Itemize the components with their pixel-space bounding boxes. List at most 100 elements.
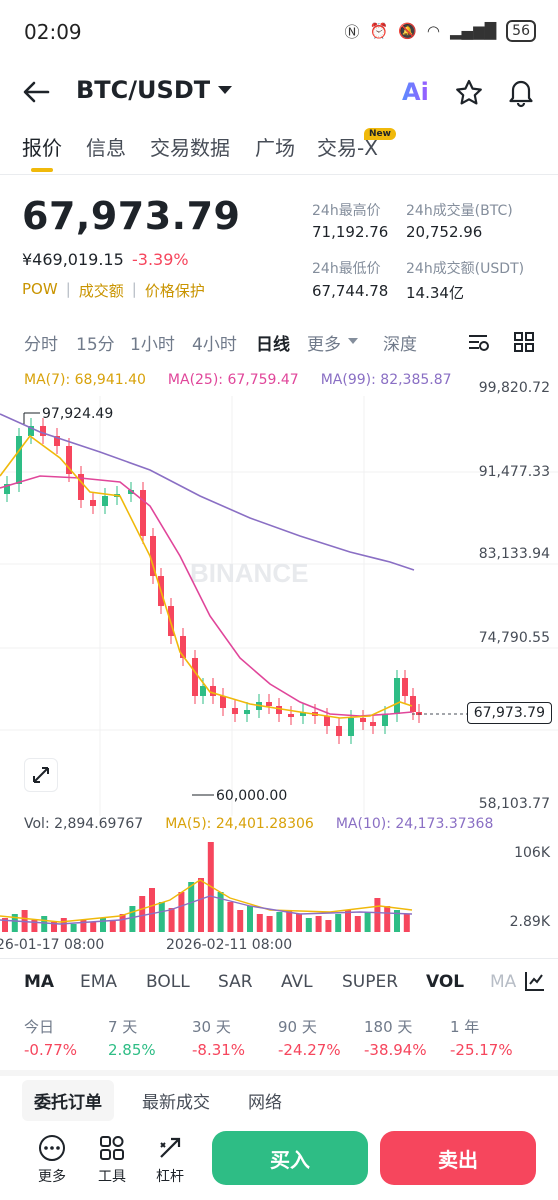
volume-bar xyxy=(403,914,410,932)
ma99-label: MA(99): 82,385.87 xyxy=(320,372,452,388)
perf-value: 2.85% xyxy=(108,1041,156,1059)
indicator-settings-icon[interactable] xyxy=(466,330,490,354)
volume-bar xyxy=(80,920,87,932)
candle xyxy=(232,708,238,714)
candle xyxy=(200,686,206,696)
indicator-ema[interactable]: EMA xyxy=(80,972,118,992)
tab-network[interactable]: 网络 xyxy=(248,1093,282,1113)
perf-label: 1 年 xyxy=(450,1018,480,1036)
vol-usdt-label: 24h成交额(USDT) xyxy=(406,261,525,277)
indicator-vol[interactable]: VOL xyxy=(426,972,465,992)
candlestick-chart[interactable]: BINANCE 97,924.49 60,000.00 xyxy=(0,396,558,816)
indicator-sar[interactable]: SAR xyxy=(218,972,253,992)
volume-bar xyxy=(276,912,283,932)
tab-quote[interactable]: 报价 xyxy=(22,136,62,160)
vol-btc-label: 24h成交量(BTC) xyxy=(406,203,513,219)
candle xyxy=(402,678,408,696)
indicator-ma-sub[interactable]: MA xyxy=(490,972,517,992)
candle xyxy=(348,718,354,736)
layout-grid-icon[interactable] xyxy=(512,330,536,354)
volume-bar xyxy=(11,914,18,932)
tf-4h[interactable]: 4小时 xyxy=(192,335,237,355)
volume-bar xyxy=(90,922,97,932)
volume-bar xyxy=(168,908,175,932)
tab-info[interactable]: 信息 xyxy=(86,136,126,160)
more-dots-icon xyxy=(39,1135,65,1161)
volume-bar xyxy=(364,912,371,932)
volume-bar xyxy=(335,914,342,932)
tf-more[interactable]: 更多 xyxy=(307,335,341,355)
fullscreen-button[interactable] xyxy=(24,758,58,792)
bell-icon[interactable] xyxy=(506,76,536,108)
perf-label: 7 天 xyxy=(108,1018,138,1036)
indicator-avl[interactable]: AVL xyxy=(281,972,313,992)
price-axis-label: 99,820.72 xyxy=(478,380,550,396)
tag-separator: | xyxy=(65,280,71,298)
candle xyxy=(66,446,72,474)
volume-bar xyxy=(31,920,38,932)
perf-7d: 7 天 2.85% xyxy=(108,1016,156,1059)
tf-depth[interactable]: 深度 xyxy=(383,335,417,355)
watermark: BINANCE xyxy=(190,558,308,588)
volume-bar xyxy=(286,910,293,932)
candle xyxy=(54,436,60,446)
volume-bar xyxy=(51,922,57,932)
tag-list: POW | 成交额 | 价格保护 xyxy=(22,280,205,301)
header: BTC/USDT Ai xyxy=(0,66,558,120)
last-price: 67,973.79 xyxy=(22,194,241,238)
volume-bar xyxy=(256,914,263,932)
indicator-ma[interactable]: MA xyxy=(24,972,55,992)
tf-1h[interactable]: 1小时 xyxy=(130,335,175,355)
tools-button[interactable]: 工具 xyxy=(92,1134,132,1186)
vol-btc-value: 20,752.96 xyxy=(406,223,483,241)
star-icon[interactable] xyxy=(454,78,484,108)
perf-1y: 1 年 -25.17% xyxy=(450,1016,513,1059)
price-axis-label: 58,103.77 xyxy=(478,796,550,812)
ai-icon[interactable]: Ai xyxy=(402,78,429,106)
perf-label: 今日 xyxy=(24,1018,55,1036)
pair-label: BTC/USDT xyxy=(76,76,211,104)
buy-button[interactable]: 买入 xyxy=(212,1131,368,1185)
candle xyxy=(192,658,198,696)
candle xyxy=(244,710,250,714)
more-button[interactable]: 更多 xyxy=(32,1134,72,1186)
leverage-button[interactable]: 杠杆 xyxy=(150,1134,190,1186)
price-change: -3.39% xyxy=(132,250,189,269)
mute-icon: 🔕 xyxy=(398,22,417,40)
volume-bar xyxy=(2,918,8,932)
volume-bar xyxy=(345,910,351,932)
tag-volume[interactable]: 成交额 xyxy=(78,282,124,300)
perf-label: 180 天 xyxy=(364,1018,413,1036)
tf-1d[interactable]: 日线 xyxy=(256,335,290,355)
chart-settings-icon[interactable] xyxy=(524,970,546,992)
tf-line[interactable]: 分时 xyxy=(24,335,58,355)
indicator-super[interactable]: SUPER xyxy=(342,972,399,992)
nfc-icon: Ⓝ xyxy=(344,22,360,41)
high-value: 71,192.76 xyxy=(312,223,389,241)
tag-pow[interactable]: POW xyxy=(22,280,58,298)
candle xyxy=(128,490,134,494)
candle xyxy=(4,484,10,494)
tab-square[interactable]: 广场 xyxy=(255,136,295,160)
tab-trade-x[interactable]: 交易-X xyxy=(317,136,378,160)
candle xyxy=(288,714,294,717)
perf-value: -8.31% xyxy=(192,1041,246,1059)
candle xyxy=(150,536,156,576)
candle xyxy=(140,490,146,536)
tf-15m[interactable]: 15分 xyxy=(76,335,115,355)
volume-bar xyxy=(325,920,332,932)
tab-latest-trades[interactable]: 最新成交 xyxy=(142,1093,210,1113)
pair-selector[interactable]: BTC/USDT xyxy=(76,76,233,104)
volume-bar xyxy=(354,916,361,932)
caret-down-icon xyxy=(218,86,233,94)
indicator-boll[interactable]: BOLL xyxy=(146,972,190,992)
tab-trading-data[interactable]: 交易数据 xyxy=(150,136,230,160)
volume-bar xyxy=(100,918,106,932)
high-label: 24h最高价 xyxy=(312,203,381,219)
sell-button[interactable]: 卖出 xyxy=(380,1131,536,1185)
ma-legend: MA(7): 68,941.40 MA(25): 67,759.47 MA(99… xyxy=(24,372,452,388)
leverage-icon xyxy=(160,1137,181,1158)
tab-open-orders[interactable]: 委托订单 xyxy=(22,1080,114,1121)
back-arrow-icon[interactable] xyxy=(20,78,52,106)
tag-price-protection[interactable]: 价格保护 xyxy=(144,282,205,300)
